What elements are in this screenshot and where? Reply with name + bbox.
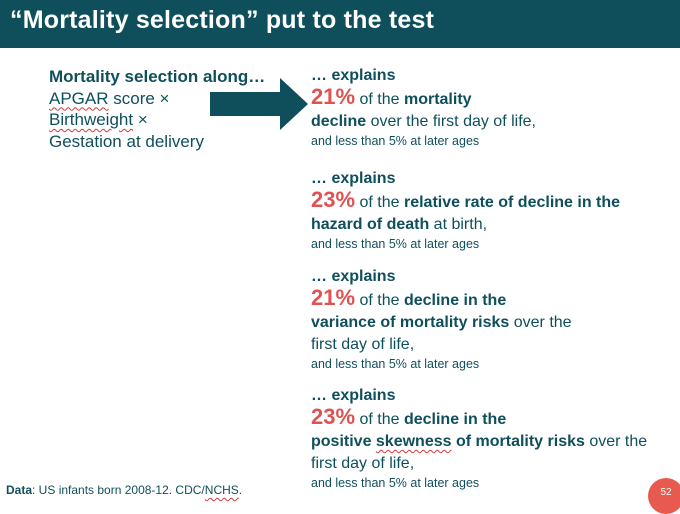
finding-block-3: … explains 21% of the decline in the var… — [311, 267, 679, 373]
factor-gestation-text: Gestation at delivery — [49, 131, 204, 151]
finding-bold-text: variance of mortality risks — [311, 314, 510, 331]
factor-apgar-suffix: score × — [108, 88, 170, 108]
percent-value: 23% — [311, 404, 356, 429]
finding-line-1: 21% of the decline in the — [311, 287, 679, 312]
footer-label: Data — [6, 483, 33, 497]
page-number-badge: 52 — [648, 478, 680, 514]
selection-heading: Mortality selection along… — [49, 67, 266, 86]
finding-bold-text: decline in the — [403, 411, 507, 428]
finding-text: of the — [355, 411, 404, 428]
explains-label: … explains — [311, 67, 396, 84]
title-bar: “Mortality selection” put to the test — [0, 0, 680, 48]
finding-bold-text: decline in the — [403, 292, 507, 309]
percent-value: 21% — [311, 285, 356, 310]
percent-value: 21% — [311, 84, 356, 109]
finding-text: of the — [355, 91, 404, 108]
finding-block-4: … explains 23% of the decline in the pos… — [311, 386, 679, 492]
finding-line-2: hazard of death at birth, — [311, 214, 679, 236]
finding-text: over the — [584, 433, 648, 450]
finding-note: and less than 5% at later ages — [311, 237, 480, 251]
finding-line-2: decline over the first day of life, — [311, 111, 679, 133]
finding-line-1: 21% of the mortality — [311, 86, 679, 111]
footer-end: . — [238, 483, 243, 497]
finding-note: and less than 5% at later ages — [311, 357, 480, 371]
explains-label: … explains — [311, 170, 396, 187]
factor-birthweight-suffix: × — [133, 110, 148, 129]
finding-bold-text: skewness — [375, 433, 452, 450]
factor-apgar: APGAR score × — [49, 88, 265, 110]
finding-line-2: positive skewness of mortality risks ove… — [311, 431, 679, 453]
finding-line-1: 23% of the decline in the — [311, 406, 679, 431]
finding-block-1: … explains 21% of the mortality decline … — [311, 66, 679, 150]
finding-bold-text: mortality — [403, 91, 472, 108]
factor-apgar-text: APGAR — [49, 88, 109, 108]
finding-note: and less than 5% at later ages — [311, 134, 480, 148]
finding-line-2: variance of mortality risks over the — [311, 312, 679, 334]
explains-label: … explains — [311, 268, 396, 285]
footer-text: : US infants born 2008-12. CDC/ — [32, 483, 205, 497]
finding-bold-text: decline — [311, 113, 367, 130]
slide-title: “Mortality selection” put to the test — [10, 6, 435, 34]
explains-label: … explains — [311, 387, 396, 404]
finding-note: and less than 5% at later ages — [311, 476, 480, 490]
factor-gestation: Gestation at delivery — [49, 131, 265, 153]
selection-factors: Mortality selection along… APGAR score ×… — [49, 66, 265, 152]
finding-text: of the — [355, 292, 404, 309]
factor-birthweight: Birthweight × — [49, 109, 265, 131]
right-arrow-icon — [210, 78, 308, 130]
finding-bold-text: relative rate of decline in the — [403, 194, 621, 211]
finding-text: over the — [509, 314, 572, 331]
finding-bold-text: of mortality risks — [451, 433, 585, 450]
finding-text: over the first day of life, — [366, 113, 536, 130]
finding-block-2: … explains 23% of the relative rate of d… — [311, 169, 679, 253]
footer-source: NCHS — [204, 483, 239, 497]
finding-line-3: first day of life, — [311, 455, 415, 472]
finding-bold-text: hazard of death — [311, 216, 430, 233]
finding-bold-text: positive — [311, 433, 376, 450]
percent-value: 23% — [311, 187, 356, 212]
finding-line-1: 23% of the relative rate of decline in t… — [311, 189, 679, 214]
factor-birthweight-text: Birthweight — [49, 110, 134, 129]
finding-line-3: first day of life, — [311, 336, 415, 353]
finding-text: of the — [355, 194, 404, 211]
finding-text: at birth, — [429, 216, 488, 233]
data-source-footer: Data: US infants born 2008-12. CDC/NCHS. — [6, 483, 242, 497]
